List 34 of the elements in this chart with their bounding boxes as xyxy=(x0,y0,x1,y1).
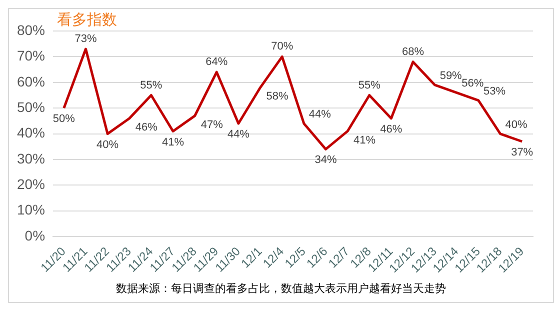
y-tick-label: 0% xyxy=(24,227,46,244)
data-label: 64% xyxy=(206,56,228,68)
data-label: 68% xyxy=(402,46,424,58)
data-label: 47% xyxy=(200,118,224,131)
data-label: 50% xyxy=(52,113,76,126)
data-label: 58% xyxy=(266,90,289,103)
y-tick-label: 80% xyxy=(16,22,46,38)
data-label: 53% xyxy=(483,85,506,98)
data-label: 44% xyxy=(227,128,250,141)
data-label: 41% xyxy=(162,136,184,148)
data-label: 40% xyxy=(505,118,528,131)
y-tick-label: 20% xyxy=(16,176,46,192)
x-tick-label: 12/1 xyxy=(238,244,265,271)
y-tick-label: 70% xyxy=(16,48,46,64)
y-tick-label: 60% xyxy=(16,73,46,90)
y-tick-label: 10% xyxy=(16,202,46,218)
y-tick-label: 40% xyxy=(16,124,46,141)
data-label: 44% xyxy=(308,108,332,121)
y-tick-label: 30% xyxy=(16,150,46,166)
data-label: 56% xyxy=(462,78,484,90)
y-tick-label: 50% xyxy=(16,98,46,115)
data-label: 41% xyxy=(354,134,376,146)
source-note: 数据来源：每日调查的看多占比，数值越大表示用户越看好当天走势 xyxy=(115,281,447,297)
data-label: 46% xyxy=(380,123,402,136)
data-label: 34% xyxy=(314,154,337,166)
data-label: 73% xyxy=(74,33,97,46)
data-label: 46% xyxy=(135,121,158,134)
data-label: 59% xyxy=(440,70,462,82)
chart-title: 看多指数 xyxy=(57,10,118,28)
data-label: 37% xyxy=(511,146,534,159)
data-label: 40% xyxy=(96,138,119,151)
data-label: 70% xyxy=(271,40,294,53)
data-label: 55% xyxy=(358,79,381,92)
data-label: 55% xyxy=(140,79,162,92)
